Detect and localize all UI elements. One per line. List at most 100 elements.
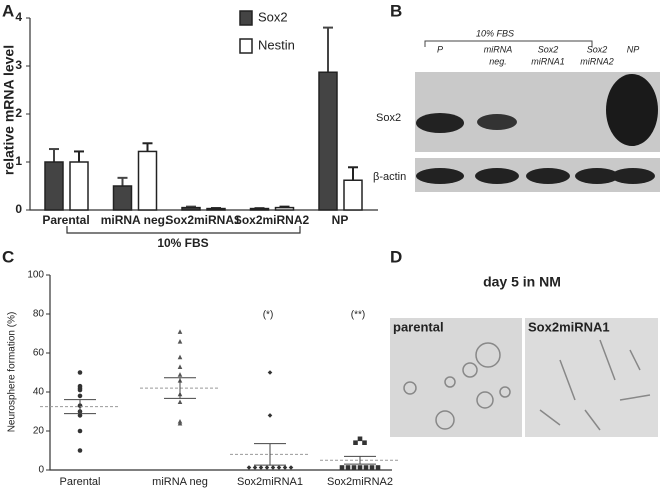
lane-label: NP: [627, 44, 640, 54]
y-tick-label: 1: [15, 154, 22, 168]
lane-label: neg.: [489, 56, 507, 66]
band-label: Sox2: [376, 112, 401, 124]
y-tick-label: 60: [33, 348, 45, 359]
point: [363, 465, 369, 470]
y-tick-label: 40: [33, 387, 45, 398]
lane-label: miRNA2: [580, 56, 614, 66]
annotation: (*): [263, 310, 274, 321]
point: [252, 465, 258, 470]
point: [177, 399, 183, 405]
point: [270, 465, 276, 470]
lane-label: Sox2: [587, 44, 608, 54]
panel-label: D: [390, 247, 402, 266]
y-tick-label: 100: [27, 270, 44, 281]
legend-swatch: [239, 38, 253, 54]
bracket: [66, 226, 301, 234]
y-tick-label: 3: [15, 58, 22, 72]
axis: [49, 275, 392, 471]
point: [339, 465, 345, 470]
point: [345, 465, 351, 470]
bracket-label: 10% FBS: [157, 236, 208, 250]
point: [375, 465, 381, 470]
x-tick-label: Parental: [60, 476, 101, 488]
point: [246, 465, 252, 470]
annotation: (**): [351, 310, 365, 321]
point: [282, 465, 288, 470]
band: [526, 168, 570, 184]
y-tick-label: 20: [33, 426, 45, 437]
point: [258, 465, 264, 470]
point: [267, 413, 273, 418]
band: [416, 168, 464, 184]
x-tick-label: miRNA neg.: [101, 213, 169, 227]
point: [288, 465, 294, 470]
micrograph: [390, 318, 522, 437]
bracket: [424, 40, 593, 47]
legend-label: Nestin: [258, 37, 295, 52]
y-axis-label: Neurosphere formation (%): [7, 312, 18, 433]
point: [177, 339, 183, 344]
panel-label: B: [390, 1, 402, 20]
bar: [112, 185, 133, 211]
bar: [343, 179, 363, 211]
x-tick-label: miRNA neg: [152, 476, 208, 488]
y-tick-label: 0: [15, 202, 22, 216]
bar: [318, 71, 338, 211]
lane-label: miRNA1: [531, 56, 565, 66]
band: [611, 168, 655, 184]
legend-swatch: [239, 10, 253, 26]
x-tick-label: Sox2miRNA2: [234, 213, 310, 227]
legend-label: Sox2: [258, 9, 288, 24]
point: [369, 465, 375, 470]
bar: [249, 207, 270, 211]
x-tick-label: NP: [332, 213, 349, 227]
x-tick-label: Sox2miRNA1: [237, 476, 303, 488]
cells: [403, 339, 651, 431]
band: [606, 74, 658, 146]
point: [357, 465, 363, 470]
point: [77, 387, 83, 393]
point: [267, 370, 273, 375]
bar: [137, 150, 158, 211]
bar: [44, 161, 64, 211]
band: [575, 168, 619, 184]
y-tick-label: 0: [38, 465, 44, 476]
point: [357, 436, 363, 442]
lane-label: miRNA: [484, 44, 513, 54]
point: [177, 372, 183, 377]
blot-condition: 10% FBS: [476, 28, 514, 38]
point: [264, 465, 270, 470]
bar: [274, 206, 295, 211]
x-tick-label: Sox2miRNA2: [327, 476, 393, 488]
point: [77, 393, 83, 399]
bar: [206, 207, 226, 211]
point: [353, 440, 358, 445]
micrograph: [525, 318, 658, 437]
band: [416, 113, 464, 133]
point: [177, 420, 183, 426]
y-tick-label: 4: [15, 10, 22, 24]
point: [362, 440, 367, 445]
point: [77, 370, 83, 375]
micrograph-label: parental: [393, 319, 444, 334]
y-axis-label: relative mRNA level: [1, 45, 17, 175]
point: [77, 413, 83, 418]
band: [475, 168, 519, 184]
lane-label: Sox2: [538, 44, 559, 54]
micrograph-title: day 5 in NM: [483, 274, 561, 290]
point: [77, 448, 83, 453]
point: [177, 354, 183, 360]
x-tick-label: Sox2miRNA1: [165, 213, 241, 227]
y-tick-label: 2: [15, 106, 22, 120]
x-tick-label: Parental: [42, 213, 89, 227]
micrograph-label: Sox2miRNA1: [528, 319, 610, 334]
lane-label: P: [437, 44, 443, 54]
bar: [69, 161, 89, 211]
point: [177, 364, 183, 369]
band-label: β-actin: [373, 171, 406, 183]
point: [77, 428, 83, 434]
y-tick-label: 80: [33, 309, 45, 320]
panel-label: C: [2, 247, 14, 266]
point: [177, 329, 183, 334]
